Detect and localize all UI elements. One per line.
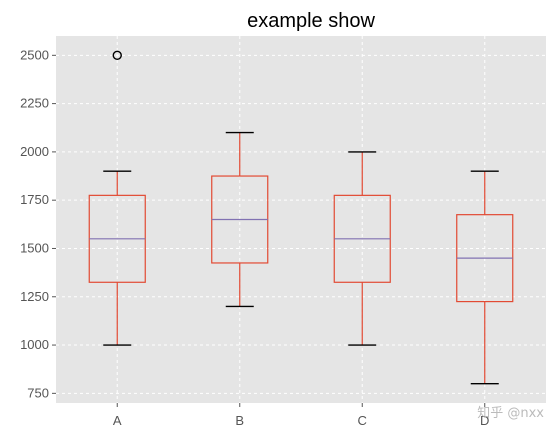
y-tick-label: 2250 xyxy=(20,96,49,111)
y-tick-label: 1500 xyxy=(20,240,49,255)
boxes xyxy=(88,50,514,385)
grid-layer xyxy=(56,36,546,403)
x-tick-label: B xyxy=(235,413,244,428)
plot-area xyxy=(56,36,546,403)
outlier-point xyxy=(112,50,122,61)
x-axis: A B C D xyxy=(113,403,489,428)
y-tick-label: 2000 xyxy=(20,144,49,159)
y-tick-label: 1750 xyxy=(20,192,49,207)
x-tick-label: C xyxy=(358,413,367,428)
y-tick-label: 750 xyxy=(27,385,49,400)
chart-title: example show xyxy=(247,10,375,32)
y-tick-label: 2500 xyxy=(20,47,49,62)
x-tick-label: D xyxy=(480,413,489,428)
box-C xyxy=(333,151,391,346)
box-A xyxy=(88,50,146,346)
y-axis: 750 1000 1250 1500 1750 2000 2250 2500 xyxy=(20,47,56,400)
box-D xyxy=(456,170,514,385)
y-tick-label: 1000 xyxy=(20,337,49,352)
y-tick-label: 1250 xyxy=(20,289,49,304)
x-tick-label: A xyxy=(113,413,122,428)
watermark: 知乎 @nxx xyxy=(477,405,544,421)
box-B xyxy=(211,131,269,308)
